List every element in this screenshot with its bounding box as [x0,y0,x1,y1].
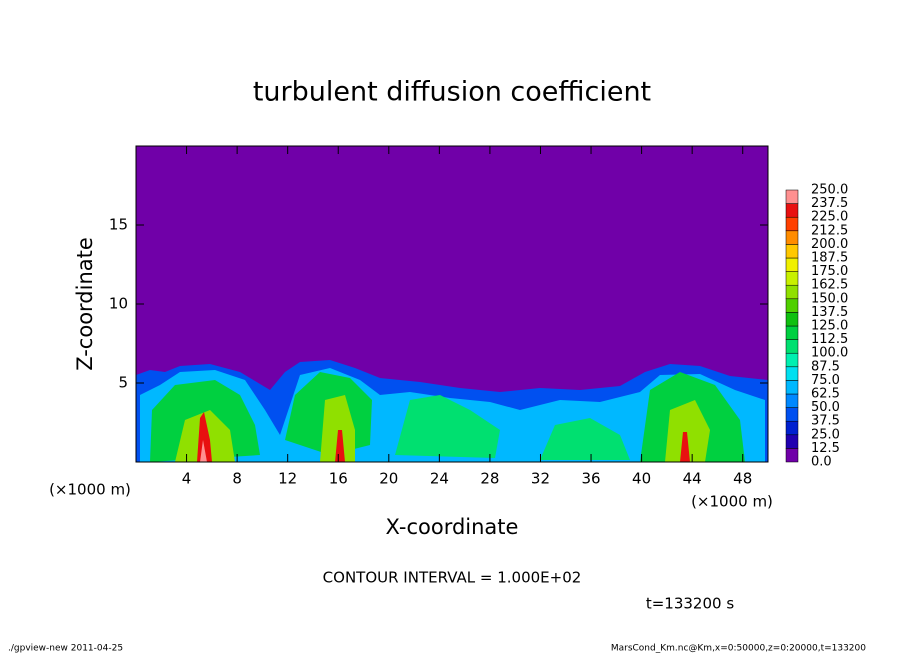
colorbar-label: 112.5 [811,332,848,347]
colorbar-band [785,407,799,422]
y-axis-label: Z-coordinate [73,237,97,371]
colorbar-band [785,325,799,340]
colorbar-label: 0.0 [811,455,832,470]
x-tick-label: 12 [278,470,297,488]
colorbar-band [785,380,799,395]
colorbar-band [785,203,799,218]
colorbar-label: 37.5 [811,414,840,429]
colorbar-label: 125.0 [811,319,848,334]
colorbar-label: 150.0 [811,291,848,306]
colorbar-band [785,312,799,327]
x-tick-label: 16 [329,470,348,488]
colorbar-band [785,448,799,463]
colorbar-label: 212.5 [811,223,848,238]
chart-title: turbulent diffusion coefficient [253,77,651,108]
colorbar-label: 175.0 [811,264,848,279]
time-label: t=133200 s [646,595,734,613]
colorbar-label: 100.0 [811,346,848,361]
x-unit-label: (×1000 m) [691,493,773,511]
x-tick-label: 32 [531,470,550,488]
colorbar-band [785,189,799,204]
x-tick-label: 48 [733,470,752,488]
colorbar-label: 137.5 [811,305,848,320]
colorbar-band [785,366,799,381]
colorbar-label: 237.5 [811,196,848,211]
colorbar-label: 62.5 [811,387,840,402]
x-tick-label: 28 [480,470,499,488]
colorbar-label: 187.5 [811,251,848,266]
colorbar-band [785,244,799,259]
footer-right: MarsCond_Km.nc@Km,x=0:50000,z=0:20000,t=… [611,644,866,654]
colorbar-band [785,271,799,286]
colorbar-band [785,339,799,354]
x-unit-label: (×1000 m) [49,481,131,499]
y-tick-label: 10 [109,295,128,313]
colorbar-band [785,298,799,313]
x-tick-label: 24 [430,470,449,488]
colorbar-label: 250.0 [811,183,848,198]
y-tick-label: 5 [118,374,128,392]
colorbar-label: 50.0 [811,400,840,415]
x-tick-label: 4 [182,470,192,488]
colorbar-band [785,393,799,408]
x-axis-label: X-coordinate [386,515,519,539]
colorbar-band [785,284,799,300]
colorbar-band [785,434,799,449]
x-tick-label: 40 [632,470,651,488]
colorbar-label: 87.5 [811,359,840,374]
colorbar-label: 200.0 [811,237,848,252]
colorbar-label: 225.0 [811,210,848,225]
contour-field [136,146,768,462]
x-tick-label: 36 [581,470,600,488]
colorbar-label: 75.0 [811,373,840,388]
colorbar-band [785,420,799,436]
colorbar-band [785,257,799,272]
x-tick-label: 8 [232,470,242,488]
contour-interval: CONTOUR INTERVAL = 1.000E+02 [323,569,582,587]
colorbar-label: 25.0 [811,427,840,442]
x-tick-label: 20 [379,470,398,488]
colorbar-band [785,216,799,232]
footer-left: ./gpview-new 2011-04-25 [8,644,123,654]
colorbar-band [785,352,799,368]
x-tick-label: 44 [683,470,702,488]
colorbar-label: 12.5 [811,441,840,456]
colorbar-label: 162.5 [811,278,848,293]
y-tick-label: 15 [109,216,128,234]
colorbar-band [785,230,799,245]
